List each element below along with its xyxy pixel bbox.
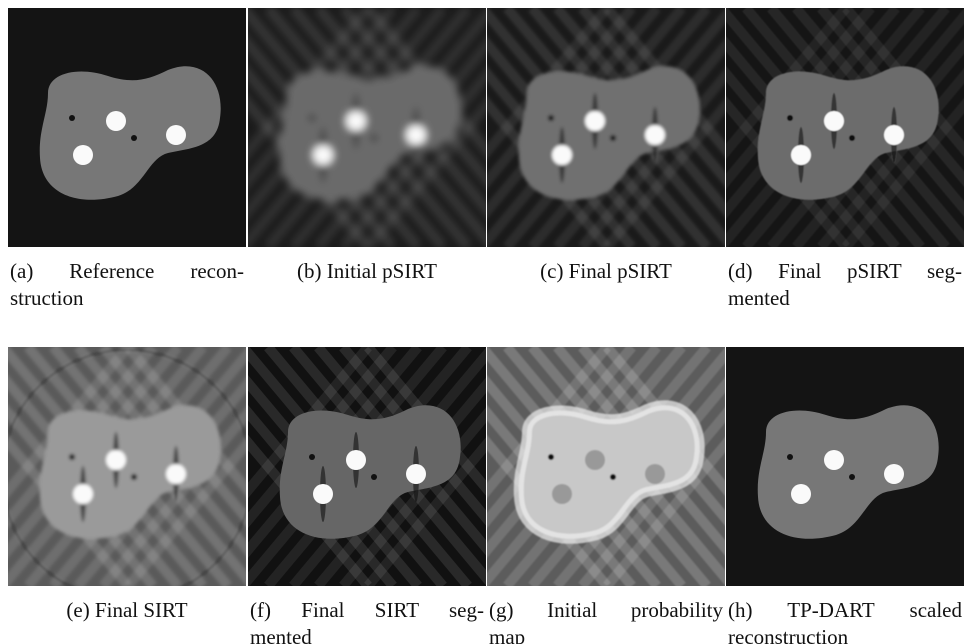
panel-image xyxy=(248,8,486,247)
dense-disc xyxy=(645,464,665,484)
dense-disc xyxy=(166,125,186,145)
void-dot xyxy=(610,135,616,141)
dense-disc xyxy=(791,145,811,165)
dense-disc xyxy=(346,450,366,470)
caption: (c) Final pSIRT xyxy=(489,258,723,285)
caption: (d) Final pSIRT seg-mented xyxy=(728,258,962,312)
image xyxy=(248,8,486,247)
caption: (f) Final SIRT seg-mented xyxy=(250,597,484,644)
caption-line: (b) Initial pSIRT xyxy=(250,258,484,285)
image xyxy=(8,8,246,247)
caption-line: mented xyxy=(728,285,962,312)
dense-disc xyxy=(406,464,426,484)
void-dot xyxy=(787,454,793,460)
image xyxy=(726,8,964,247)
dense-disc xyxy=(166,464,186,484)
dense-disc xyxy=(791,484,811,504)
dense-disc xyxy=(552,484,572,504)
void-dot xyxy=(610,474,616,480)
caption-line: (a) Reference recon- xyxy=(10,258,244,285)
panel-image xyxy=(248,347,486,586)
void-dot xyxy=(548,115,554,121)
void-dot xyxy=(849,474,855,480)
void-dot xyxy=(849,135,855,141)
dense-disc xyxy=(313,484,333,504)
void-dot xyxy=(309,454,315,460)
dense-disc xyxy=(884,125,904,145)
dense-disc xyxy=(106,450,126,470)
dense-disc xyxy=(824,111,844,131)
caption-line: (h) TP-DART scaled xyxy=(728,597,962,624)
void-dot xyxy=(787,115,793,121)
caption-line: (f) Final SIRT seg- xyxy=(250,597,484,624)
panel-image xyxy=(8,347,246,586)
dense-disc xyxy=(313,145,333,165)
dense-disc xyxy=(884,464,904,484)
dense-disc xyxy=(406,125,426,145)
void-dot xyxy=(371,135,377,141)
void-dot xyxy=(69,115,75,121)
caption-line: struction xyxy=(10,285,244,312)
image xyxy=(487,8,725,247)
dense-disc xyxy=(73,484,93,504)
caption-line: (d) Final pSIRT seg- xyxy=(728,258,962,285)
caption-line: (g) Initial probability xyxy=(489,597,723,624)
panel-image xyxy=(8,8,246,247)
void-dot xyxy=(131,474,137,480)
figure: (a) Reference recon-struction(b) Initial… xyxy=(0,0,965,644)
panel-image xyxy=(487,8,725,247)
dense-disc xyxy=(824,450,844,470)
caption-line: mented xyxy=(250,624,484,644)
caption-line: reconstruction xyxy=(728,624,962,644)
caption-line: (e) Final SIRT xyxy=(10,597,244,624)
dense-disc xyxy=(346,111,366,131)
void-dot xyxy=(131,135,137,141)
void-dot xyxy=(371,474,377,480)
image xyxy=(248,347,486,586)
dense-disc xyxy=(106,111,126,131)
void-dot xyxy=(309,115,315,121)
panel-image xyxy=(726,347,964,586)
dense-disc xyxy=(585,111,605,131)
void-dot xyxy=(69,454,75,460)
caption: (b) Initial pSIRT xyxy=(250,258,484,285)
caption-line: map xyxy=(489,624,723,644)
caption-line: (c) Final pSIRT xyxy=(489,258,723,285)
image xyxy=(487,347,725,586)
panel-image xyxy=(487,347,725,586)
caption: (e) Final SIRT xyxy=(10,597,244,624)
caption: (a) Reference recon-struction xyxy=(10,258,244,312)
dense-disc xyxy=(645,125,665,145)
dense-disc xyxy=(73,145,93,165)
dense-disc xyxy=(585,450,605,470)
image xyxy=(8,347,246,586)
image xyxy=(726,347,964,586)
void-dot xyxy=(548,454,554,460)
dense-disc xyxy=(552,145,572,165)
panel-image xyxy=(726,8,964,247)
